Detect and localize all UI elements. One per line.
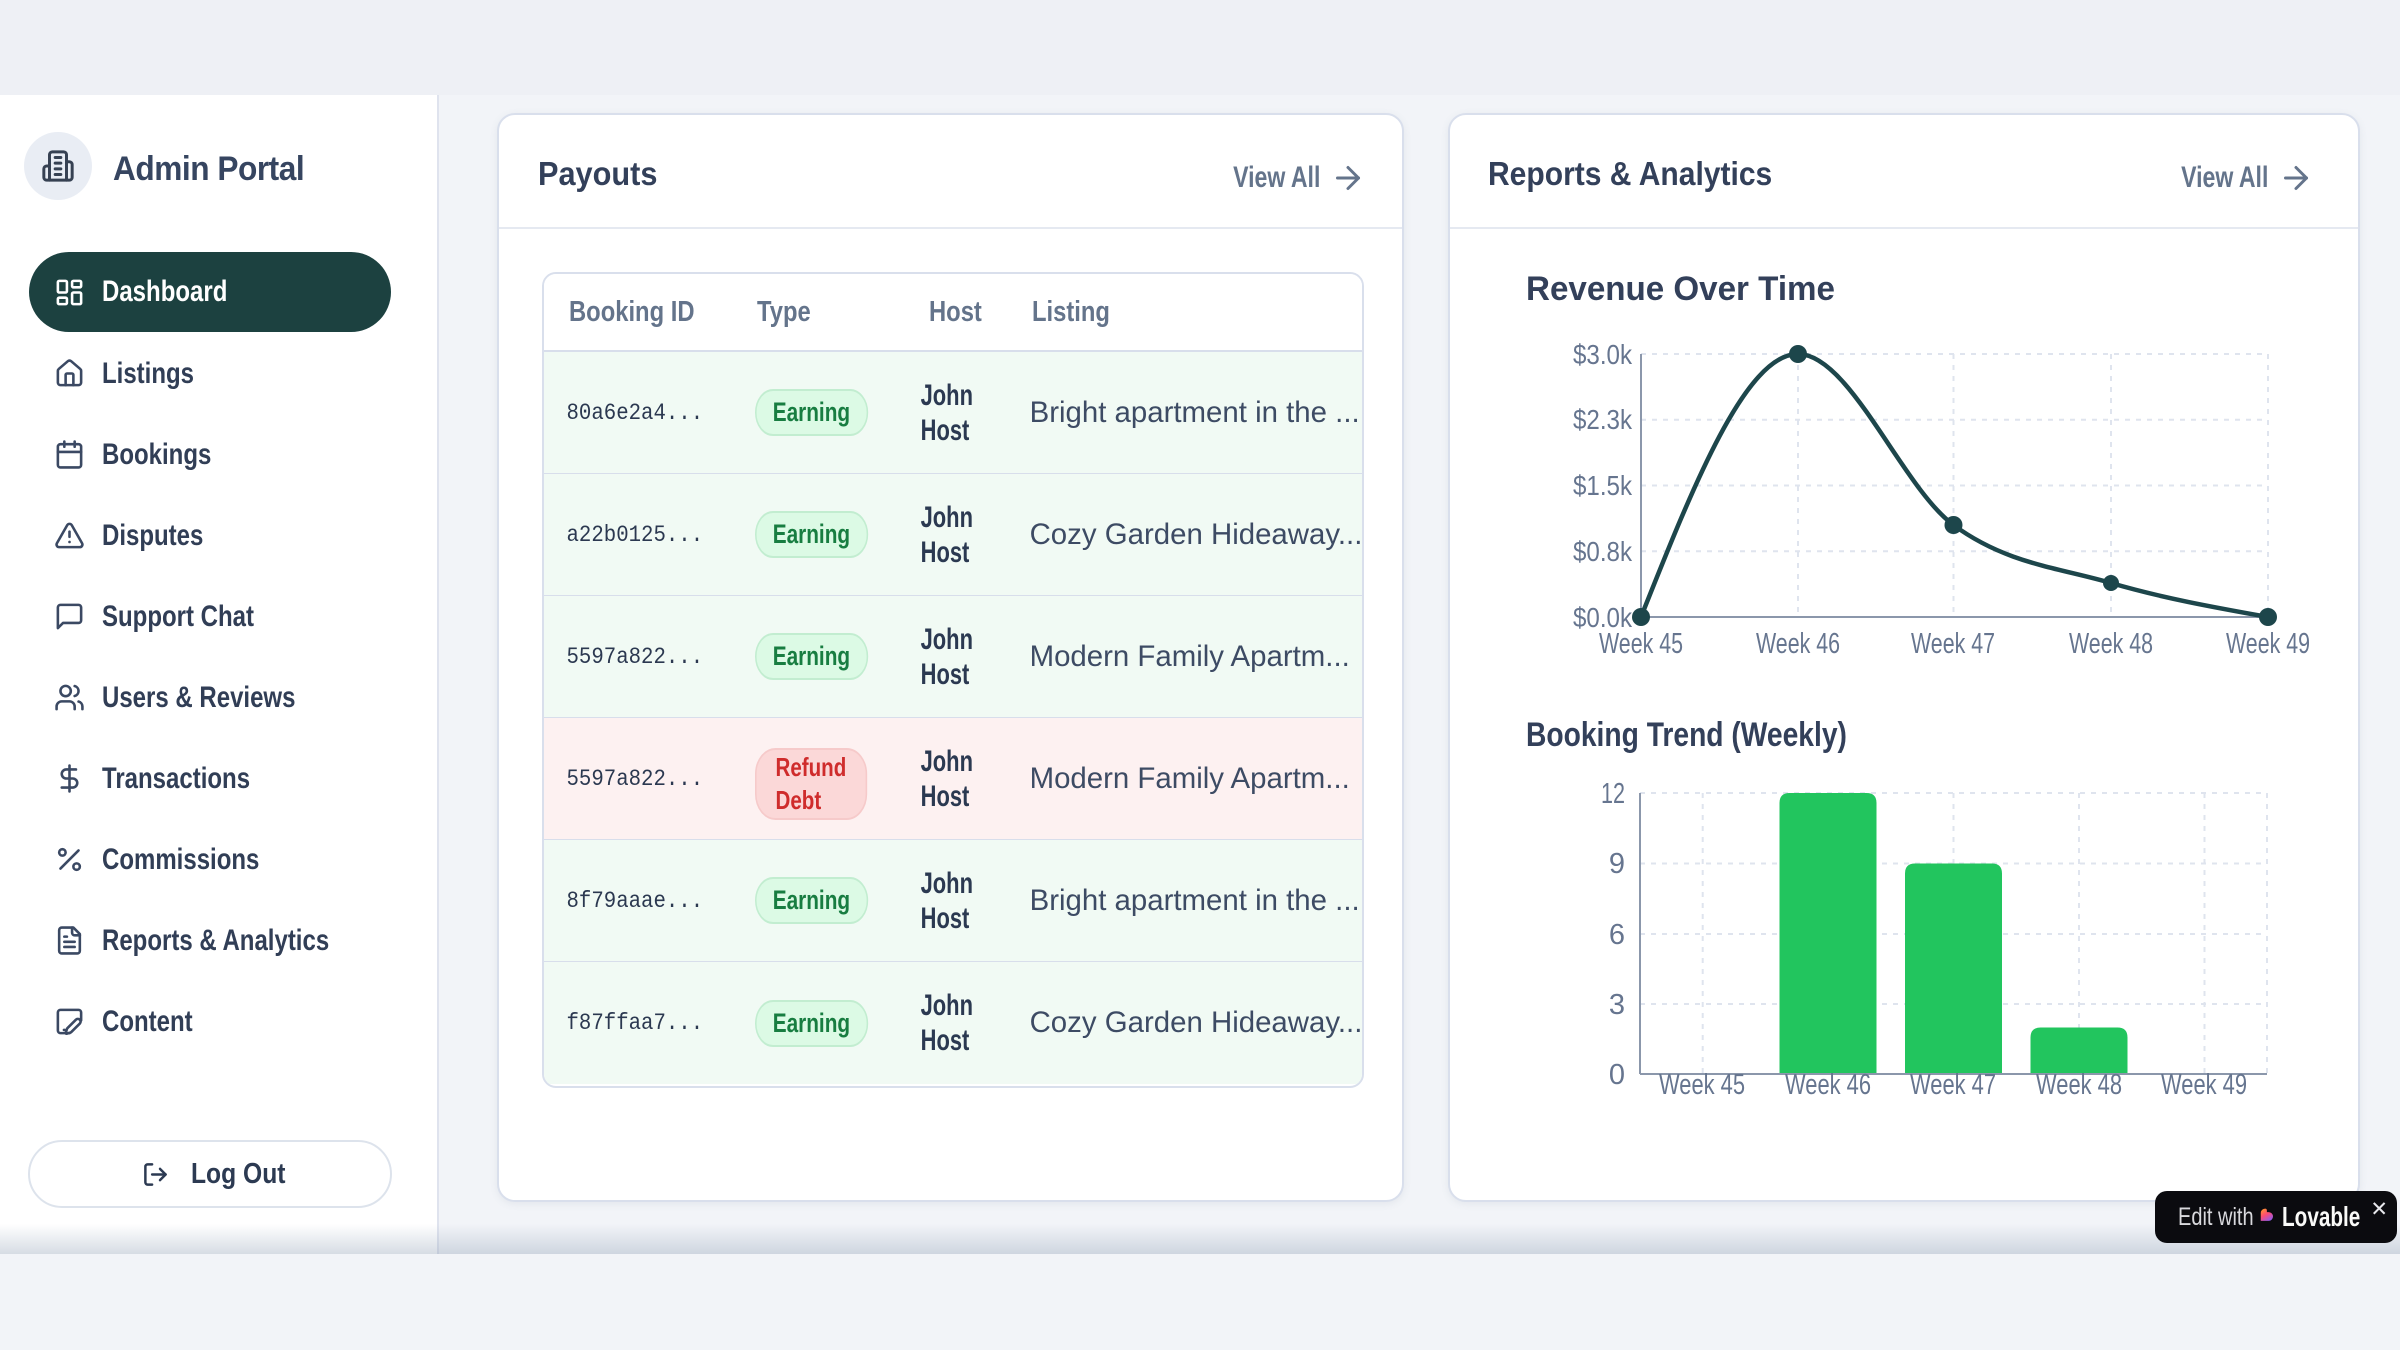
svg-text:0: 0 <box>1609 1059 1625 1091</box>
svg-text:Week 49: Week 49 <box>2161 1069 2247 1101</box>
svg-text:Week 48: Week 48 <box>2069 628 2153 660</box>
svg-text:Week 45: Week 45 <box>1659 1069 1745 1101</box>
svg-text:Week 49: Week 49 <box>2226 628 2310 660</box>
svg-text:3: 3 <box>1609 989 1625 1021</box>
svg-text:$0.0k: $0.0k <box>1573 602 1633 633</box>
svg-text:$0.8k: $0.8k <box>1573 536 1633 567</box>
svg-text:12: 12 <box>1601 778 1625 810</box>
svg-text:Week 46: Week 46 <box>1756 628 1840 660</box>
svg-text:Week 48: Week 48 <box>2036 1069 2122 1101</box>
svg-text:Week 47: Week 47 <box>1910 1069 1996 1101</box>
svg-text:Week 46: Week 46 <box>1785 1069 1871 1101</box>
svg-text:$3.0k: $3.0k <box>1573 339 1633 370</box>
svg-text:Week 45: Week 45 <box>1599 628 1683 660</box>
svg-text:9: 9 <box>1609 848 1625 880</box>
svg-text:6: 6 <box>1609 919 1625 951</box>
svg-text:$1.5k: $1.5k <box>1573 470 1633 501</box>
svg-text:Week 47: Week 47 <box>1911 628 1995 660</box>
svg-text:$2.3k: $2.3k <box>1573 404 1633 435</box>
